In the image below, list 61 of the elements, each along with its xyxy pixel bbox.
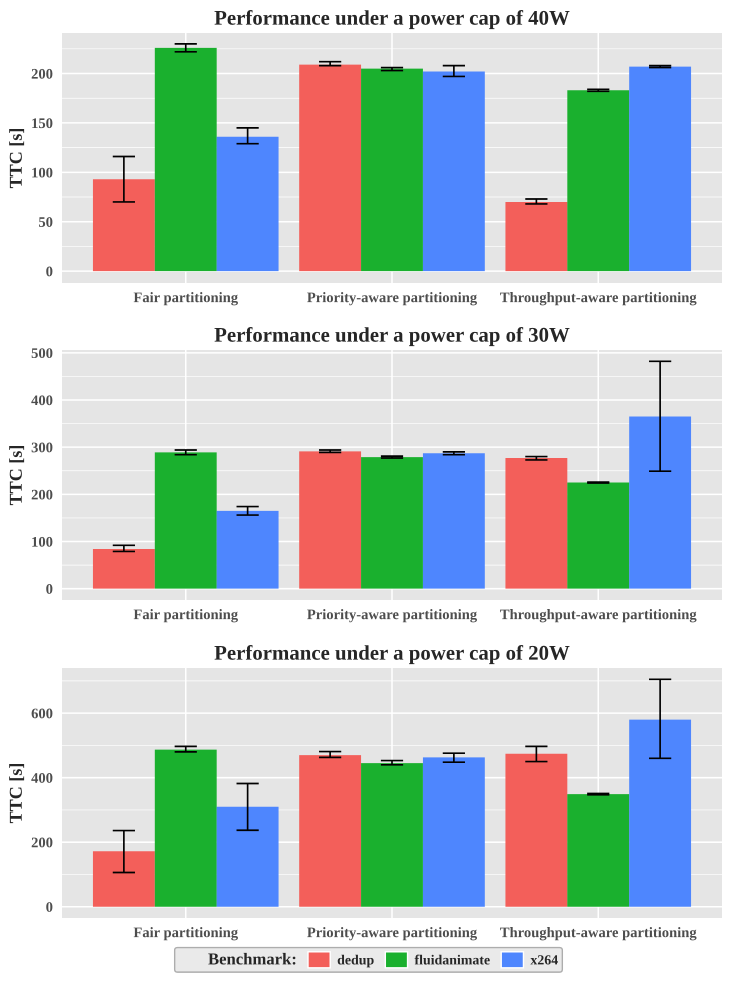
x-tick-label: Fair partitioning bbox=[134, 292, 238, 306]
legend-label: dedup bbox=[338, 954, 374, 968]
y-tick-label: 400 bbox=[31, 395, 52, 406]
y-tick-label: 100 bbox=[32, 536, 52, 547]
y-tick-label: 150 bbox=[32, 118, 52, 128]
bar bbox=[299, 64, 362, 272]
y-tick-label: 50 bbox=[38, 217, 52, 227]
x-tick-label: Throughput-aware partitioning bbox=[500, 292, 697, 306]
chart-title: Performance under a power cap of 20W bbox=[214, 645, 570, 664]
chart-title: Performance under a power cap of 40W bbox=[214, 10, 570, 30]
bar bbox=[361, 68, 423, 272]
y-tick-label: 500 bbox=[32, 348, 52, 358]
x-tick-label: Throughput-aware partitioning bbox=[500, 927, 697, 940]
bar bbox=[505, 754, 568, 907]
y-axis-title: TTC [s] bbox=[9, 128, 24, 188]
y-tick-label: 200 bbox=[32, 838, 52, 848]
bar bbox=[567, 794, 630, 907]
bar bbox=[154, 750, 217, 907]
legend-label: x264 bbox=[530, 955, 558, 965]
bar bbox=[567, 482, 630, 589]
bar bbox=[154, 48, 217, 272]
x-tick-label: Throughput-aware partitioning bbox=[500, 609, 697, 622]
bar bbox=[505, 458, 568, 589]
y-tick-label: 200 bbox=[32, 490, 52, 500]
y-tick-label: 0 bbox=[46, 584, 52, 594]
bar bbox=[422, 453, 485, 589]
bar bbox=[422, 757, 485, 907]
bar bbox=[92, 179, 155, 272]
bar bbox=[361, 457, 423, 589]
bar bbox=[216, 806, 279, 907]
y-tick-label: 600 bbox=[32, 708, 52, 718]
x-tick-label: Priority-aware partitioning bbox=[307, 927, 477, 940]
y-tick-label: 400 bbox=[31, 773, 52, 783]
x-tick-label: Priority-aware partitioning bbox=[307, 292, 477, 306]
bar bbox=[92, 549, 155, 589]
x-tick-label: Fair partitioning bbox=[134, 927, 238, 940]
bar bbox=[361, 763, 423, 907]
y-tick-label: 0 bbox=[46, 902, 52, 912]
legend-title: Benchmark: bbox=[208, 952, 296, 965]
y-tick-label: 300 bbox=[32, 442, 52, 452]
y-tick-label: 200 bbox=[32, 68, 52, 79]
bar bbox=[216, 510, 279, 589]
bar bbox=[299, 451, 362, 589]
bar bbox=[299, 755, 362, 907]
bar bbox=[92, 851, 155, 907]
bar bbox=[216, 136, 279, 272]
legend-label: fluidanimate bbox=[414, 954, 490, 965]
y-axis-title: TTC [s] bbox=[9, 764, 24, 824]
x-tick-label: Priority-aware partitioning bbox=[307, 609, 477, 622]
bar bbox=[422, 72, 485, 272]
x-tick-label: Fair partitioning bbox=[134, 609, 238, 622]
bar bbox=[154, 452, 217, 589]
chart-title: Performance under a power cap of 30W bbox=[214, 327, 570, 346]
bar bbox=[629, 416, 692, 589]
bar bbox=[629, 720, 692, 907]
y-tick-label: 0 bbox=[46, 266, 52, 276]
bar bbox=[505, 202, 568, 272]
bar bbox=[629, 66, 692, 272]
y-axis-title: TTC [s] bbox=[9, 446, 24, 506]
bar bbox=[567, 90, 630, 272]
y-tick-label: 100 bbox=[32, 168, 52, 178]
